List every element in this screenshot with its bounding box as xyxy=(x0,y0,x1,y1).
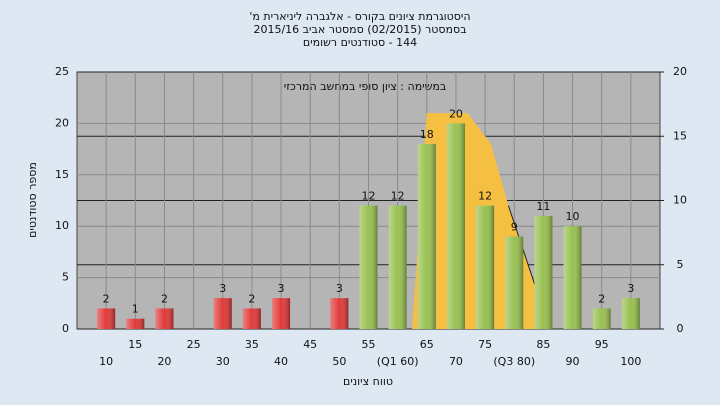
bar-shade xyxy=(505,236,524,329)
x-tick-label: 30 xyxy=(216,355,230,368)
value-label: 12 xyxy=(478,190,492,203)
value-label: 3 xyxy=(627,282,634,295)
y-tick-label: 0 xyxy=(62,322,69,335)
value-label: 9 xyxy=(511,220,518,233)
value-label: 12 xyxy=(362,190,376,203)
y-tick-label: 25 xyxy=(55,65,69,78)
bar-shade xyxy=(126,318,145,329)
bar-shade xyxy=(242,308,261,329)
y2-tick-label: 10 xyxy=(673,194,687,207)
x-axis-label: טווח ציונים xyxy=(343,375,393,388)
title-line: היסטוגרמת ציונים בקורס - אלגברה ליניארית… xyxy=(249,10,470,23)
x-tick-label: 85 xyxy=(536,338,550,351)
x-tick-label: 90 xyxy=(566,355,580,368)
bar-shade xyxy=(592,308,611,329)
value-label: 3 xyxy=(336,282,343,295)
y2-tick-label: 0 xyxy=(677,322,684,335)
x-tick-label: 65 xyxy=(420,338,434,351)
y2-tick-label: 20 xyxy=(673,65,687,78)
bar-shade xyxy=(97,308,116,329)
x-tick-label: 15 xyxy=(128,338,142,351)
value-label: 12 xyxy=(391,190,405,203)
x-tick-label: 25 xyxy=(187,338,201,351)
y2-tick-label: 5 xyxy=(677,258,684,271)
value-label: 3 xyxy=(278,282,285,295)
value-label: 2 xyxy=(248,292,255,305)
x-tick-label: 70 xyxy=(449,355,463,368)
title-line: 144 - סטודנטים רשומים xyxy=(303,36,417,49)
bar-shade xyxy=(534,215,553,329)
y-tick-label: 5 xyxy=(62,271,69,284)
y-tick-label: 10 xyxy=(55,219,69,232)
y-tick-label: 15 xyxy=(55,168,69,181)
x-tick-label: 10 xyxy=(99,355,113,368)
value-label: 3 xyxy=(219,282,226,295)
bar-shade xyxy=(621,298,640,329)
x-tick-label: 100 xyxy=(620,355,641,368)
value-label: 2 xyxy=(103,292,110,305)
y-tick-label: 20 xyxy=(55,116,69,129)
bar-shade xyxy=(359,205,378,329)
bar-shade xyxy=(330,298,349,329)
x-tick-label: 95 xyxy=(595,338,609,351)
x-tick-label: 45 xyxy=(303,338,317,351)
y-axis-label: מספר סטודנטים xyxy=(26,162,39,238)
x-tick-label: 35 xyxy=(245,338,259,351)
x-tick-label: 20 xyxy=(157,355,171,368)
x-tick-label: 55 xyxy=(362,338,376,351)
value-label: 2 xyxy=(161,292,168,305)
value-label: 10 xyxy=(566,210,580,223)
title-line: בסמסטר (02/2015) סמסטר אביב 2015/16 xyxy=(253,23,466,36)
x-tick-label: 40 xyxy=(274,355,288,368)
x-tick-label: (Q1 60) xyxy=(377,355,419,368)
value-label: 2 xyxy=(598,292,605,305)
bar-shade xyxy=(417,143,436,329)
x-tick-label: 50 xyxy=(332,355,346,368)
value-label: 11 xyxy=(536,200,550,213)
annotation: במשימה : ציון סופי במחשב המרכזי xyxy=(284,80,447,93)
x-tick-label: 75 xyxy=(478,338,492,351)
bar-shade xyxy=(563,226,582,329)
bar-shade xyxy=(213,298,232,329)
value-label: 18 xyxy=(420,128,434,141)
bar-shade xyxy=(446,123,465,330)
y2-tick-label: 15 xyxy=(673,129,687,142)
bar-shade xyxy=(476,205,495,329)
bar-shade xyxy=(388,205,407,329)
value-label: 20 xyxy=(449,107,463,120)
bar-shade xyxy=(155,308,174,329)
x-tick-label: (Q3 80) xyxy=(493,355,535,368)
bar-shade xyxy=(272,298,291,329)
value-label: 1 xyxy=(132,303,139,316)
